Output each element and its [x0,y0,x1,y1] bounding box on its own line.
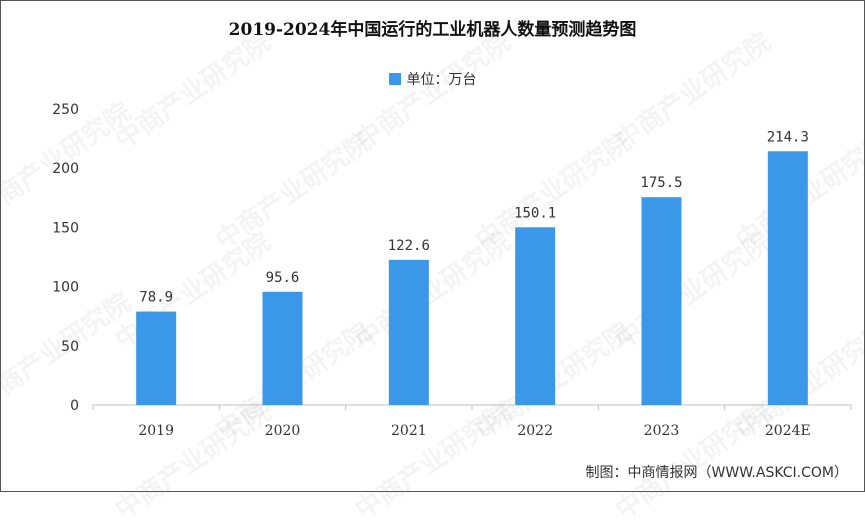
data-label: 175.5 [640,175,682,191]
bar [767,151,808,405]
bar [262,291,303,405]
x-tick-label: 2022 [517,423,553,439]
y-tick-label: 0 [70,398,79,414]
x-tick-label: 2020 [265,423,301,439]
data-label: 78.9 [139,290,173,306]
bar [136,311,177,405]
x-tick-label: 2019 [138,423,174,439]
bar-chart: 0 50 100 150 200 250 78.9 2019 95.6 2020 122.6 2021… [52,102,852,439]
x-tick-label: 2021 [391,423,427,439]
x-tick-label: 2023 [644,423,680,439]
chart-title: 2019-2024年中国运行的工业机器人数量预测趋势图 [228,20,637,40]
bar [388,259,429,405]
data-label: 122.6 [388,238,430,254]
y-tick-label: 250 [52,102,79,118]
y-tick-label: 150 [52,220,79,236]
data-label: 95.6 [266,270,300,286]
legend-swatch [388,73,401,85]
x-tick-label: 2024E [765,423,811,439]
y-tick-label: 100 [52,280,79,296]
y-tick-label: 50 [61,339,79,355]
bar [641,197,682,405]
data-label: 150.1 [514,205,556,221]
data-label: 214.3 [767,129,809,145]
legend-label: 单位：万台 [406,72,477,88]
source-note: 制图：中商情报网（WWW.ASKCI.COM） [585,465,848,481]
legend: 单位：万台 [1,69,864,89]
y-tick-label: 200 [52,161,79,177]
bar [515,227,556,405]
